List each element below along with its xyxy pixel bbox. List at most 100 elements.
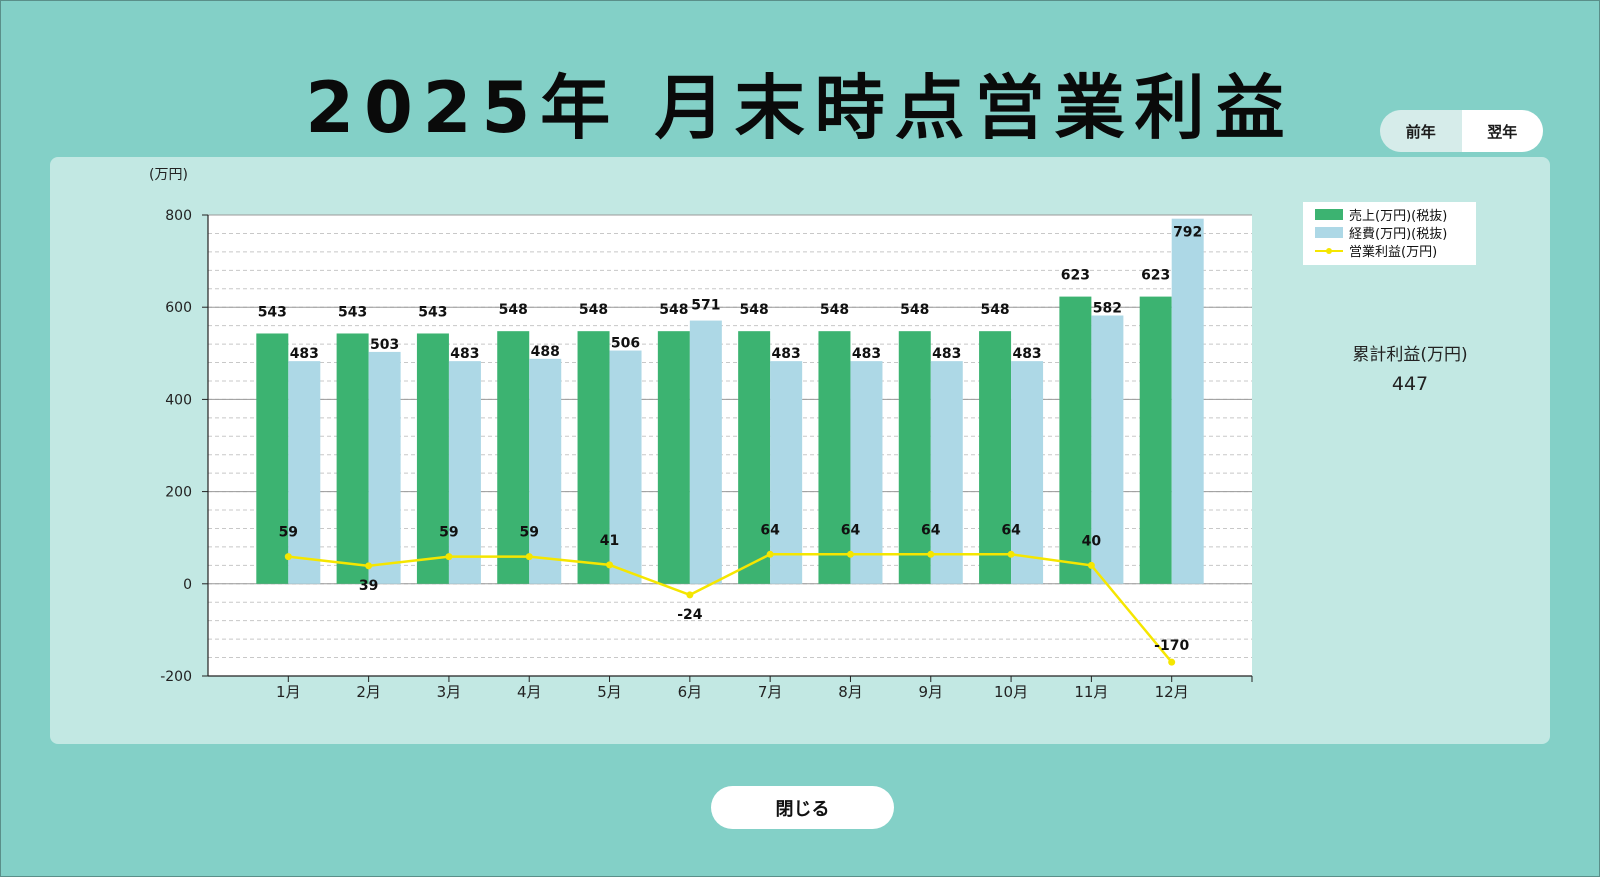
expense-bar bbox=[609, 350, 642, 584]
profit-point bbox=[525, 553, 533, 561]
expense-value-label: 582 bbox=[1093, 300, 1122, 316]
expense-value-label: 483 bbox=[1012, 346, 1041, 362]
expense-bar bbox=[1091, 315, 1124, 584]
expense-value-label: 503 bbox=[370, 337, 399, 353]
x-tick-label: 1月 bbox=[276, 683, 301, 701]
profit-line bbox=[288, 553, 1173, 663]
legend-item-profit: 営業利益(万円) bbox=[1315, 242, 1438, 260]
expense-bar bbox=[850, 361, 883, 584]
x-tick-label: 7月 bbox=[758, 683, 783, 701]
expense-bar bbox=[448, 361, 481, 584]
legend-label-expenses: 経費(万円)(税抜) bbox=[1349, 226, 1448, 242]
x-tick-label: 2月 bbox=[356, 683, 381, 701]
legend-item-expenses: 経費(万円)(税抜) bbox=[1315, 224, 1448, 242]
profit-point bbox=[1007, 550, 1015, 558]
sales-value-label: 623 bbox=[1141, 268, 1170, 284]
x-tick-label: 4月 bbox=[517, 683, 542, 701]
expense-value-label: 483 bbox=[932, 346, 961, 362]
expense-value-label: 483 bbox=[772, 346, 801, 362]
sales-bar bbox=[256, 333, 289, 584]
legend-item-sales: 売上(万円)(税抜) bbox=[1315, 206, 1448, 224]
expense-value-label: 792 bbox=[1173, 225, 1202, 241]
profit-point bbox=[606, 561, 614, 569]
profit-value-label: 64 bbox=[921, 522, 941, 538]
close-button[interactable]: 閉じる bbox=[711, 786, 894, 829]
profit-point bbox=[284, 553, 292, 561]
sales-bar bbox=[416, 333, 449, 584]
legend-label-sales: 売上(万円)(税抜) bbox=[1349, 208, 1448, 224]
sales-value-label: 548 bbox=[980, 302, 1009, 318]
y-tick-label: 0 bbox=[183, 577, 192, 593]
sales-bar bbox=[738, 331, 771, 584]
profit-value-label: 64 bbox=[760, 522, 780, 538]
profit-value-label: -170 bbox=[1154, 638, 1189, 654]
profit-point bbox=[445, 553, 453, 561]
profit-value-label: 41 bbox=[600, 533, 619, 549]
profit-value-label: 64 bbox=[1001, 522, 1021, 538]
next-year-button[interactable]: 翌年 bbox=[1461, 110, 1543, 152]
profit-value-label: 39 bbox=[359, 578, 378, 594]
sales-bar bbox=[898, 331, 931, 584]
profit-point bbox=[927, 550, 935, 558]
profit-value-label: 64 bbox=[841, 522, 861, 538]
expense-bar bbox=[1171, 218, 1204, 584]
chart-legend: 売上(万円)(税抜) 経費(万円)(税抜) 営業利益(万円) bbox=[1303, 202, 1476, 265]
cumulative-profit-value: 447 bbox=[1391, 373, 1429, 395]
expense-value-label: 483 bbox=[450, 346, 479, 362]
x-tick-label: 5月 bbox=[597, 683, 622, 701]
expense-bar bbox=[368, 351, 401, 584]
y-tick-label: -200 bbox=[160, 669, 192, 685]
sales-bar bbox=[577, 331, 610, 584]
sales-bar bbox=[657, 331, 690, 584]
expense-bar bbox=[529, 358, 562, 584]
sales-bar bbox=[336, 333, 369, 584]
profit-point bbox=[1087, 561, 1095, 569]
sales-value-label: 543 bbox=[418, 304, 447, 320]
sales-value-label: 548 bbox=[659, 302, 688, 318]
x-tick-label: 9月 bbox=[918, 683, 943, 701]
page-title: 2025年 月末時点営業利益 bbox=[305, 67, 1295, 149]
sales-value-label: 543 bbox=[258, 304, 287, 320]
legend-label-profit: 営業利益(万円) bbox=[1349, 244, 1438, 260]
profit-value-label: 59 bbox=[519, 525, 538, 541]
expense-bar bbox=[930, 361, 963, 584]
expense-value-label: 506 bbox=[611, 336, 640, 352]
profit-point bbox=[686, 591, 694, 599]
y-tick-label: 200 bbox=[165, 485, 192, 501]
y-axis-unit-label: (万円) bbox=[149, 167, 188, 183]
y-tick-label: 400 bbox=[165, 392, 192, 408]
sales-bar bbox=[497, 331, 530, 584]
legend-swatch-sales bbox=[1315, 208, 1343, 220]
x-tick-label: 3月 bbox=[437, 683, 462, 701]
sales-bar bbox=[979, 331, 1012, 584]
legend-swatch-expenses bbox=[1315, 226, 1343, 238]
sales-value-label: 548 bbox=[820, 302, 849, 318]
previous-year-button[interactable]: 前年 bbox=[1380, 110, 1462, 152]
y-tick-label: 800 bbox=[165, 208, 192, 224]
sales-bar bbox=[818, 331, 851, 584]
profit-value-label: 59 bbox=[279, 525, 298, 541]
expense-bar bbox=[288, 361, 321, 584]
profit-point bbox=[846, 550, 854, 558]
x-tick-label: 10月 bbox=[994, 683, 1028, 701]
expense-bar bbox=[1011, 361, 1044, 584]
expense-value-label: 571 bbox=[691, 298, 720, 314]
year-toggle: 前年 翌年 bbox=[1380, 110, 1543, 152]
x-tick-label: 8月 bbox=[838, 683, 863, 701]
expense-bar bbox=[689, 320, 722, 584]
x-tick-label: 12月 bbox=[1155, 683, 1189, 701]
cumulative-profit-label: 累計利益(万円) bbox=[1352, 345, 1468, 365]
profit-point bbox=[365, 562, 373, 570]
sales-bar bbox=[1139, 296, 1172, 584]
sales-value-label: 548 bbox=[900, 302, 929, 318]
profit-value-label: -24 bbox=[677, 607, 703, 623]
y-tick-label: 600 bbox=[165, 300, 192, 316]
sales-value-label: 548 bbox=[499, 302, 528, 318]
x-tick-label: 6月 bbox=[678, 683, 703, 701]
expense-value-label: 488 bbox=[531, 344, 560, 360]
profit-value-label: 59 bbox=[439, 525, 458, 541]
sales-value-label: 623 bbox=[1061, 268, 1090, 284]
sales-value-label: 548 bbox=[579, 302, 608, 318]
legend-swatch-profit bbox=[1315, 245, 1343, 256]
